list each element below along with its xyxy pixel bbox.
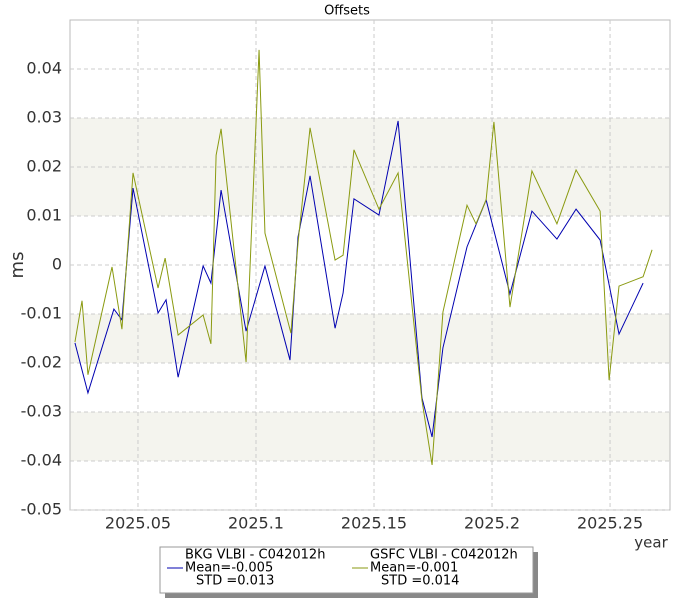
y-tick-label: 0.03 (26, 108, 62, 127)
y-tick-label: -0.01 (21, 304, 62, 323)
y-tick-label: 0.04 (26, 59, 62, 78)
band (70, 412, 670, 461)
x-tick-label: 2025.2 (464, 514, 520, 533)
legend-mean: Mean=-0.001 (370, 561, 458, 576)
y-tick-label: 0.02 (26, 157, 62, 176)
band (70, 167, 670, 216)
legend-label: BKG VLBI - C042012h (185, 548, 325, 563)
chart-title: Offsets (324, 4, 370, 19)
band (70, 118, 670, 167)
x-tick-label: 2025.25 (577, 514, 643, 533)
band (70, 314, 670, 363)
x-tick-label: 2025.1 (228, 514, 284, 533)
y-tick-label: -0.03 (21, 402, 62, 421)
y-tick-label: -0.05 (21, 500, 62, 519)
legend-std: STD =0.014 (381, 574, 459, 589)
series-line (74, 120, 644, 438)
x-axis-label: year (634, 534, 668, 552)
x-tick-label: 2025.05 (105, 514, 171, 533)
legend-std: STD =0.013 (196, 574, 274, 589)
y-tick-label: 0 (52, 255, 62, 274)
y-tick-label: -0.02 (21, 353, 62, 372)
y-tick-label: -0.04 (21, 451, 62, 470)
series-line (74, 49, 653, 465)
x-tick-label: 2025.15 (341, 514, 407, 533)
legend-label: GSFC VLBI - C042012h (370, 548, 518, 563)
legend (159, 546, 534, 594)
y-tick-label: 0.01 (26, 206, 62, 225)
y-axis-label: ms (7, 252, 28, 279)
legend-mean: Mean=-0.005 (185, 561, 273, 576)
